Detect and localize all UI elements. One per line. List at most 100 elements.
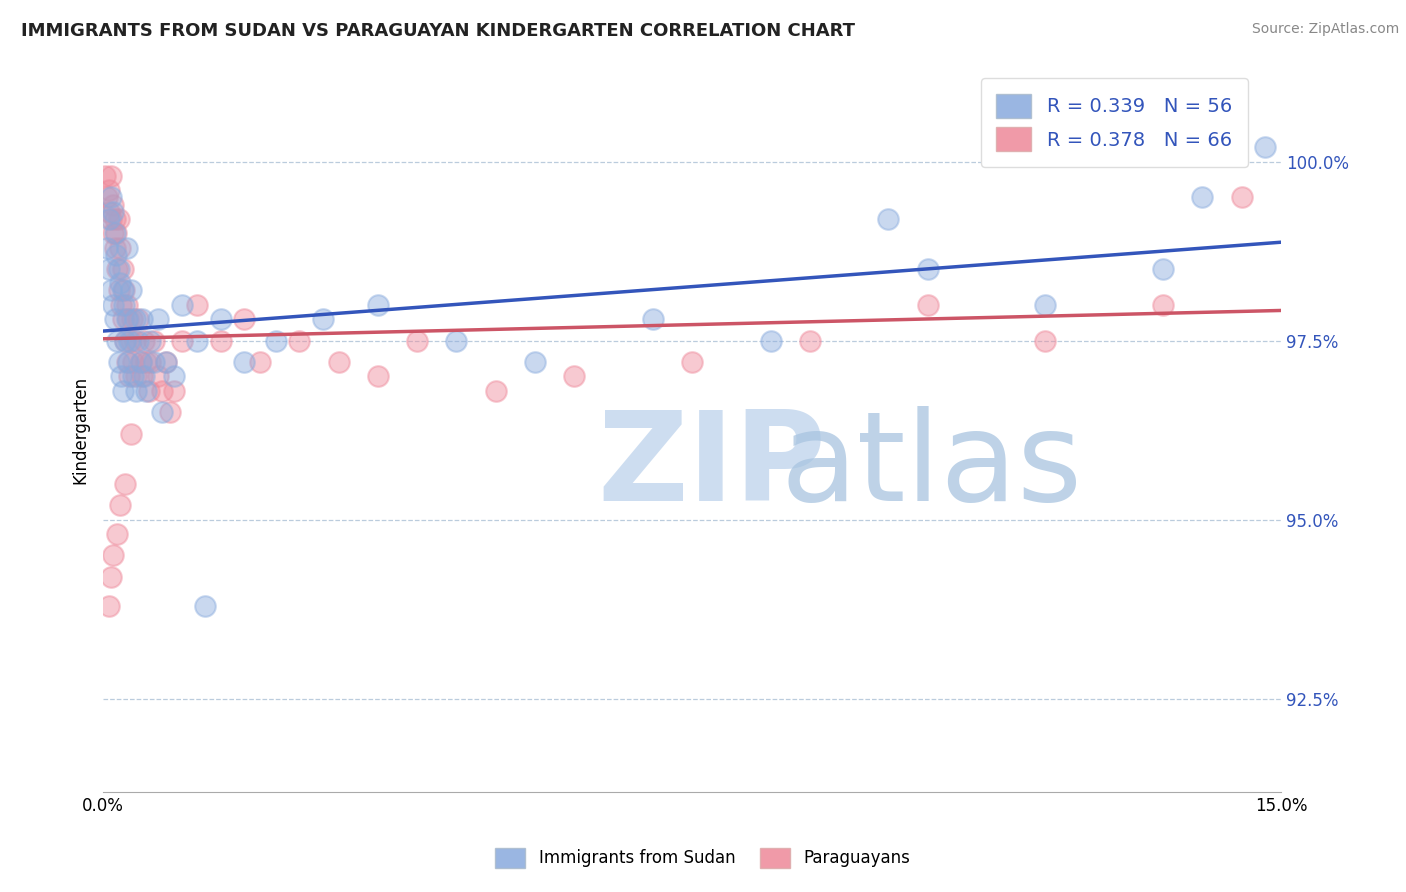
Y-axis label: Kindergarten: Kindergarten	[72, 376, 89, 484]
Point	[110, 277, 132, 291]
Point	[155, 355, 177, 369]
Point	[1035, 298, 1057, 312]
Point	[104, 211, 127, 226]
Point	[114, 334, 136, 348]
Point	[101, 204, 124, 219]
Point	[108, 211, 131, 226]
Point	[111, 384, 134, 398]
Point	[105, 527, 128, 541]
Point	[100, 570, 122, 584]
Point	[120, 426, 142, 441]
Point	[110, 298, 132, 312]
Point	[917, 262, 939, 277]
Point	[159, 405, 181, 419]
Point	[249, 355, 271, 369]
Point	[104, 312, 127, 326]
Point	[139, 334, 162, 348]
Point	[115, 240, 138, 254]
Point	[122, 355, 145, 369]
Point	[111, 284, 134, 298]
Text: atlas: atlas	[780, 406, 1083, 527]
Point	[143, 334, 166, 348]
Point	[98, 262, 121, 277]
Point	[131, 369, 153, 384]
Point	[135, 355, 157, 369]
Point	[155, 355, 177, 369]
Point	[117, 355, 139, 369]
Point	[209, 334, 232, 348]
Point	[1152, 298, 1174, 312]
Point	[138, 384, 160, 398]
Point	[97, 211, 120, 226]
Point	[446, 334, 468, 348]
Point	[122, 369, 145, 384]
Point	[100, 284, 122, 298]
Legend: Immigrants from Sudan, Paraguayans: Immigrants from Sudan, Paraguayans	[489, 841, 917, 875]
Point	[105, 226, 128, 240]
Point	[114, 476, 136, 491]
Point	[150, 405, 173, 419]
Point	[799, 334, 821, 348]
Point	[170, 298, 193, 312]
Point	[100, 169, 122, 183]
Point	[209, 312, 232, 326]
Point	[103, 197, 125, 211]
Point	[112, 284, 135, 298]
Legend: R = 0.339   N = 56, R = 0.378   N = 66: R = 0.339 N = 56, R = 0.378 N = 66	[981, 78, 1247, 167]
Point	[132, 369, 155, 384]
Point	[101, 226, 124, 240]
Point	[117, 312, 139, 326]
Point	[1254, 140, 1277, 154]
Point	[108, 262, 131, 277]
Point	[150, 384, 173, 398]
Point	[111, 262, 134, 277]
Point	[105, 262, 128, 277]
Point	[103, 549, 125, 563]
Point	[105, 334, 128, 348]
Point	[121, 312, 143, 326]
Point	[233, 355, 256, 369]
Point	[103, 298, 125, 312]
Point	[98, 183, 121, 197]
Point	[288, 334, 311, 348]
Point	[367, 298, 389, 312]
Point	[124, 312, 146, 326]
Point	[124, 334, 146, 348]
Point	[135, 384, 157, 398]
Point	[115, 312, 138, 326]
Point	[125, 384, 148, 398]
Point	[1191, 190, 1213, 204]
Point	[129, 355, 152, 369]
Point	[641, 312, 664, 326]
Point	[111, 312, 134, 326]
Point	[100, 190, 122, 204]
Point	[681, 355, 703, 369]
Point	[127, 312, 149, 326]
Point	[108, 284, 131, 298]
Point	[98, 599, 121, 613]
Point	[1230, 190, 1253, 204]
Point	[115, 298, 138, 312]
Point	[127, 334, 149, 348]
Point	[186, 298, 208, 312]
Point	[233, 312, 256, 326]
Point	[118, 369, 141, 384]
Point	[524, 355, 547, 369]
Text: Source: ZipAtlas.com: Source: ZipAtlas.com	[1251, 22, 1399, 37]
Point	[120, 284, 142, 298]
Point	[170, 334, 193, 348]
Point	[129, 355, 152, 369]
Point	[406, 334, 429, 348]
Point	[131, 312, 153, 326]
Point	[146, 312, 169, 326]
Point	[96, 190, 118, 204]
Point	[312, 312, 335, 326]
Point	[328, 355, 350, 369]
Point	[110, 369, 132, 384]
Point	[112, 298, 135, 312]
Point	[367, 369, 389, 384]
Point	[96, 240, 118, 254]
Point	[120, 334, 142, 348]
Point	[132, 334, 155, 348]
Point	[104, 240, 127, 254]
